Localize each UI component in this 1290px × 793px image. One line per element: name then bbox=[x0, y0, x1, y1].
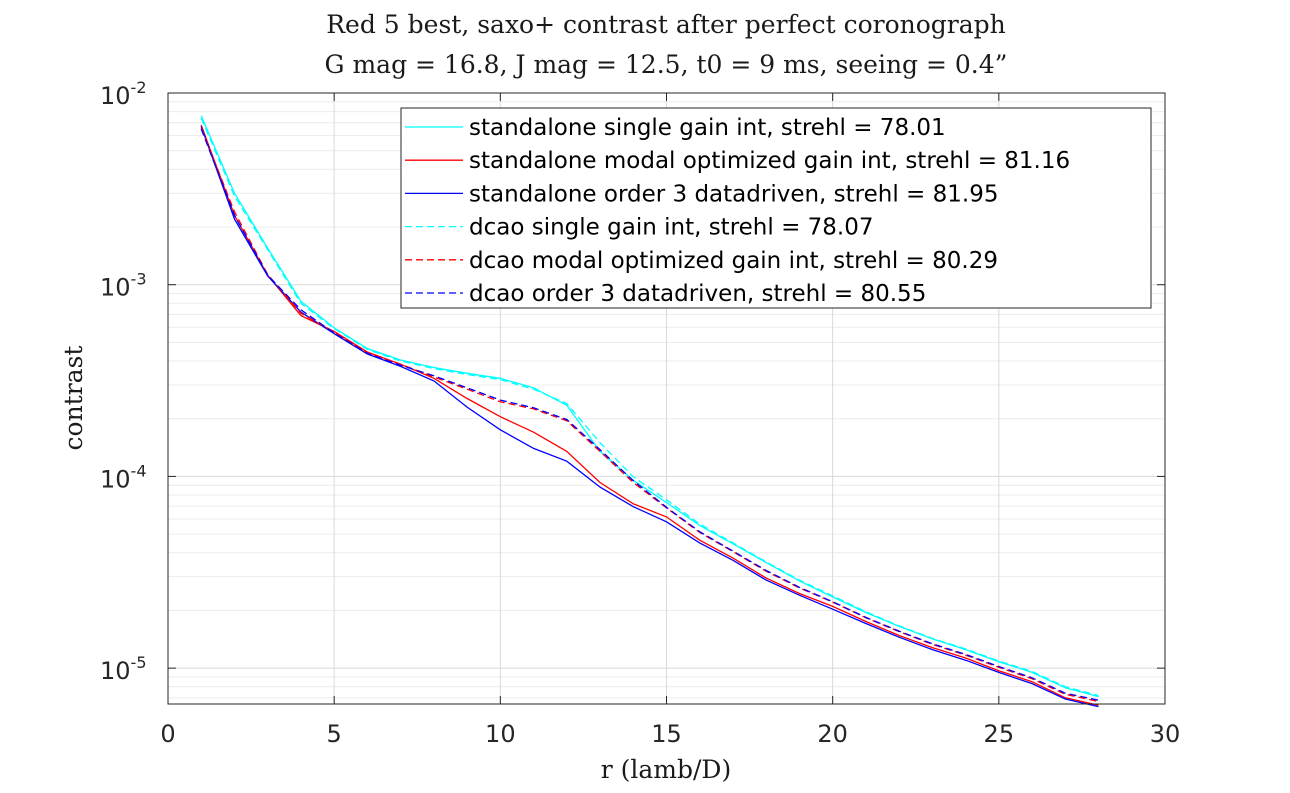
legend-label-4: dcao single gain int, strehl = 78.07 bbox=[469, 215, 874, 241]
chart-title: Red 5 best, saxo+ contrast after perfect… bbox=[326, 10, 1006, 39]
series-line-6 bbox=[200, 128, 1099, 701]
y-tick-label: 10-5 bbox=[100, 653, 147, 685]
y-tick-label: 10-2 bbox=[100, 78, 147, 110]
series-line-2 bbox=[200, 124, 1099, 706]
y-tick-label: 10-3 bbox=[100, 270, 147, 302]
x-tick-label: 25 bbox=[984, 720, 1015, 748]
legend: standalone single gain int, strehl = 78.… bbox=[400, 107, 1152, 309]
x-tick-label: 20 bbox=[817, 720, 848, 748]
legend-label-2: standalone modal optimized gain int, str… bbox=[469, 148, 1070, 174]
legend-label-5: dcao modal optimized gain int, strehl = … bbox=[469, 248, 998, 274]
x-tick-label: 5 bbox=[327, 720, 342, 748]
x-tick-label: 30 bbox=[1150, 720, 1181, 748]
legend-label-3: standalone order 3 datadriven, strehl = … bbox=[469, 181, 998, 207]
y-axis-label: contrast bbox=[59, 346, 88, 451]
legend-label-1: standalone single gain int, strehl = 78.… bbox=[469, 115, 946, 141]
series-line-4 bbox=[200, 117, 1099, 697]
x-tick-label: 0 bbox=[160, 720, 175, 748]
x-tick-label: 15 bbox=[651, 720, 682, 748]
chart-subtitle: G mag = 16.8, J mag = 12.5, t0 = 9 ms, s… bbox=[325, 50, 1008, 79]
y-tick-label: 10-4 bbox=[100, 461, 147, 493]
series-layer bbox=[200, 115, 1099, 708]
legend-label-6: dcao order 3 datadriven, strehl = 80.55 bbox=[469, 281, 926, 307]
legend-box bbox=[400, 107, 1152, 309]
ticks: 0 5 10 15 20 25 30 10-5 10-4 10-3 10-2 bbox=[100, 78, 1180, 748]
x-axis-label: r (lamb/D) bbox=[601, 755, 731, 784]
x-tick-label: 10 bbox=[485, 720, 516, 748]
